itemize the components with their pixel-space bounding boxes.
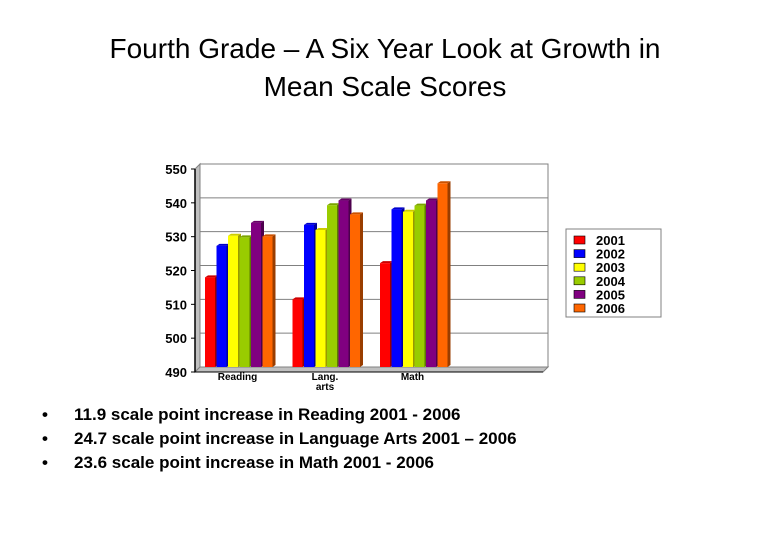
bar-top: [426, 198, 439, 201]
legend-label: 2002: [596, 247, 625, 262]
y-tick-label: 510: [165, 297, 187, 312]
legend-label: 2005: [596, 287, 625, 302]
bullet-dot: •: [42, 453, 48, 472]
bar: [304, 222, 317, 367]
bar-front: [315, 229, 326, 367]
bar-top: [228, 233, 241, 236]
bar-top: [239, 235, 253, 238]
bar-top: [350, 212, 363, 215]
legend-swatch: [573, 262, 586, 272]
legend-swatch: [573, 235, 586, 245]
y-tick-label: 500: [165, 331, 187, 346]
bullet-text: 23.6 scale point increase in Math 2001 -…: [74, 453, 435, 472]
bar: [338, 198, 352, 367]
x-tick-label: Reading: [218, 372, 257, 383]
bullet-item: • 23.6 scale point increase in Math 2001 …: [40, 451, 517, 475]
bar-front: [304, 224, 314, 367]
title-line-1: Fourth Grade – A Six Year Look at Growth…: [109, 33, 661, 64]
bullet-dot: •: [42, 405, 48, 424]
bar: [205, 275, 218, 367]
bar-front: [216, 245, 227, 367]
y-tick-label: 530: [165, 230, 187, 245]
x-tick-label: Lang.: [312, 372, 339, 383]
bar-top: [380, 261, 393, 264]
bar-side: [360, 212, 363, 367]
bar: [380, 261, 393, 367]
legend-swatch: [573, 276, 586, 286]
bar-top: [304, 222, 317, 225]
bar: [315, 227, 329, 367]
bar-chart: 490 500 510 520 530 540 550 Reading Lang.arts Mat…: [165, 162, 662, 393]
bullet-item: • 11.9 scale point increase in Reading 20…: [40, 403, 517, 427]
bar-top: [251, 220, 264, 223]
y-tick-label: 490: [165, 365, 187, 380]
bar: [216, 243, 230, 367]
legend-swatch: [573, 290, 586, 299]
bar-front: [262, 236, 273, 367]
bar: [426, 198, 439, 367]
bar-front: [414, 205, 425, 367]
bar-top: [292, 297, 306, 300]
title-line-2: Mean Scale Scores: [263, 71, 507, 102]
bar-front: [205, 277, 215, 367]
bar-top: [205, 275, 218, 278]
y-tick-label: 540: [165, 196, 187, 211]
legend-label: 2004: [596, 274, 626, 289]
bar: [228, 233, 241, 367]
y-tick-label: 550: [165, 162, 187, 177]
bar-front: [327, 205, 337, 367]
bar: [292, 297, 306, 367]
bar: [327, 203, 340, 367]
bar-front: [228, 235, 238, 367]
bar-top: [216, 243, 230, 246]
y-tick-label: 520: [165, 264, 187, 279]
bar: [350, 212, 363, 367]
legend-swatch: [573, 249, 586, 258]
bar-front: [380, 263, 390, 367]
legend-swatch: [573, 303, 586, 313]
bar: [239, 235, 253, 367]
bar: [403, 209, 416, 367]
legend-label: 2003: [596, 260, 625, 275]
bar-front: [391, 209, 402, 367]
bar-front: [251, 222, 261, 367]
bar-front: [292, 299, 303, 367]
bullet-list: • 11.9 scale point increase in Reading 20…: [40, 403, 517, 475]
bar-front: [403, 211, 413, 367]
bar-top: [338, 198, 352, 201]
bar: [437, 181, 451, 367]
bar: [391, 207, 405, 367]
bullet-text: 24.7 scale point increase in Language Ar…: [74, 429, 517, 448]
bar-top: [262, 234, 276, 237]
legend-label: 2006: [596, 301, 625, 316]
bar-front: [350, 214, 360, 367]
bullet-dot: •: [42, 429, 48, 448]
bar-front: [338, 200, 349, 367]
bar: [251, 220, 264, 367]
bar-top: [391, 207, 405, 210]
x-tick-label: Math: [401, 372, 424, 383]
bar: [414, 203, 428, 367]
bar-side: [447, 181, 451, 367]
bar-top: [327, 203, 340, 206]
bullet-item: • 24.7 scale point increase in Language A…: [40, 427, 517, 451]
legend-label: 2001: [596, 233, 625, 248]
bar-top: [437, 181, 451, 184]
bar-top: [403, 209, 416, 212]
bullet-text: 11.9 scale point increase in Reading 200…: [74, 405, 461, 424]
x-tick-label: arts: [316, 382, 335, 393]
bar-top: [315, 227, 329, 230]
bar: [262, 234, 276, 367]
slide-title: Fourth Grade – A Six Year Look at Growth…: [20, 30, 750, 106]
bar-top: [414, 203, 428, 206]
bar-front: [437, 183, 448, 367]
bar-front: [426, 200, 436, 367]
bar-side: [272, 234, 276, 367]
bar-front: [239, 237, 250, 367]
plot-area: 490 500 510 520 530 540 550 Reading Lang.arts Mat…: [165, 162, 550, 393]
